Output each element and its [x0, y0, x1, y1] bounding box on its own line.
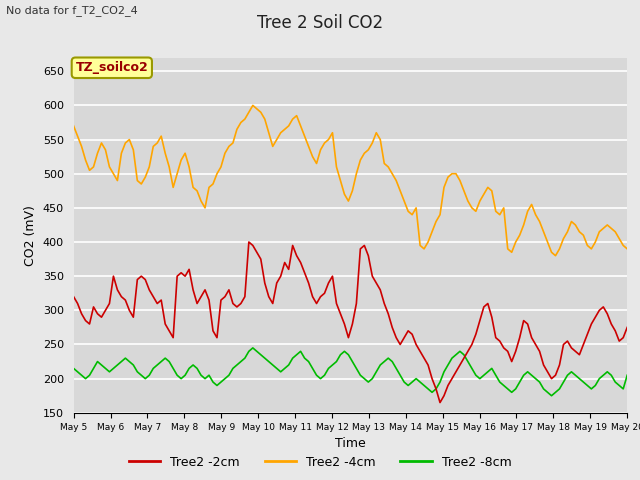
- Legend: Tree2 -2cm, Tree2 -4cm, Tree2 -8cm: Tree2 -2cm, Tree2 -4cm, Tree2 -8cm: [124, 451, 516, 474]
- X-axis label: Time: Time: [335, 437, 366, 450]
- Text: No data for f_T2_CO2_4: No data for f_T2_CO2_4: [6, 5, 138, 16]
- Text: Tree 2 Soil CO2: Tree 2 Soil CO2: [257, 14, 383, 33]
- Text: TZ_soilco2: TZ_soilco2: [76, 61, 148, 74]
- Y-axis label: CO2 (mV): CO2 (mV): [24, 205, 37, 265]
